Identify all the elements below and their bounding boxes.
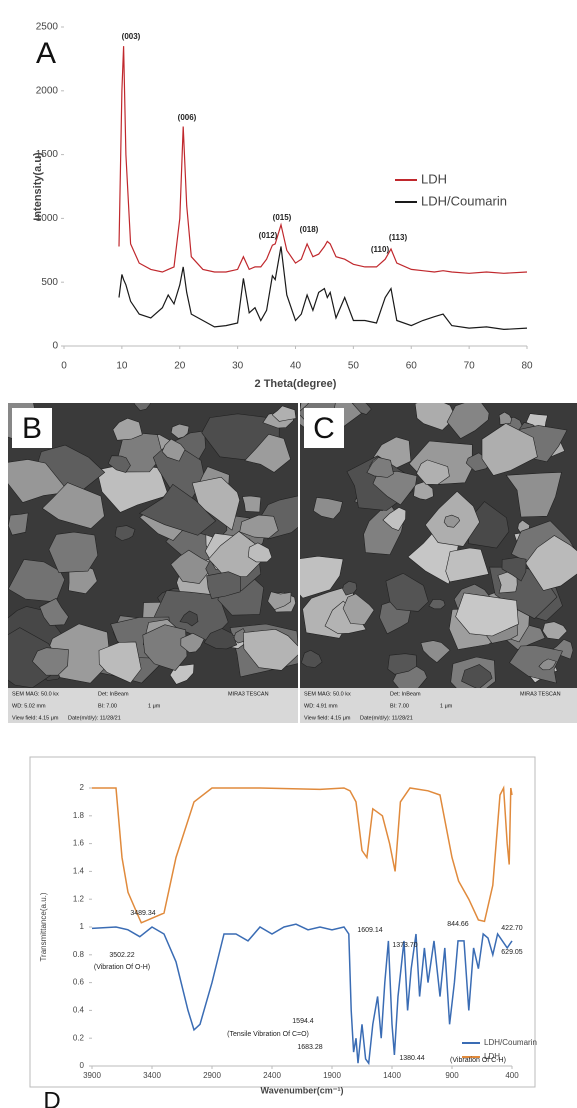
sem-info: Det: InBeam xyxy=(390,691,421,697)
annotation: (110) xyxy=(371,245,390,254)
sem-flake xyxy=(8,513,28,535)
x-tick-label: 60 xyxy=(406,361,418,372)
annotation: (006) xyxy=(178,113,197,122)
x-tick-label: 70 xyxy=(464,361,476,372)
sem-info: Det: InBeam xyxy=(98,691,129,697)
x-tick-label: 900 xyxy=(445,1071,459,1080)
y-tick-label: 2 xyxy=(80,783,85,792)
annotation: 3489.34 xyxy=(130,910,155,917)
annotation: 1594.4 xyxy=(292,1018,314,1025)
x-tick-label: 40 xyxy=(290,361,302,372)
sem-info: WD: 4.91 mm xyxy=(304,703,338,709)
x-tick-label: 400 xyxy=(505,1071,519,1080)
y-axis-label: Intensity(a.u) xyxy=(32,152,44,221)
y-tick-label: 0.8 xyxy=(73,950,85,959)
x-tick-label: 50 xyxy=(348,361,360,372)
legend-label: LDH xyxy=(421,171,447,186)
y-tick-label: 0 xyxy=(80,1061,85,1070)
y-tick-label: 0 xyxy=(52,341,58,352)
sem-info: Date(m/d/y): 11/28/21 xyxy=(68,715,121,721)
x-tick-label: 80 xyxy=(521,361,533,372)
series-line xyxy=(119,46,527,273)
sem-info: BI: 7.00 xyxy=(390,703,409,709)
sem-info: SEM MAG: 50.0 kx xyxy=(12,691,59,697)
x-tick-label: 10 xyxy=(116,361,128,372)
annotation: 1609.14 xyxy=(357,927,382,934)
sem-info: 1 μm xyxy=(440,703,453,709)
y-tick-label: 2500 xyxy=(36,22,59,33)
x-tick-label: 3400 xyxy=(143,1071,161,1080)
y-tick-label: 1.4 xyxy=(73,867,85,876)
y-tick-label: 1.2 xyxy=(73,894,85,903)
annotation: 422.70 xyxy=(501,925,523,932)
legend-label: LDH/Coumarin xyxy=(484,1038,537,1047)
x-tick-label: 20 xyxy=(174,361,186,372)
y-tick-label: 1 xyxy=(80,922,85,931)
sem-image: B SEM MAG: 50.0 kx Det: InBeam MIRA3 TESCAN… xyxy=(0,394,308,723)
x-tick-label: 0 xyxy=(61,361,67,372)
sem-flake xyxy=(242,496,261,512)
x-tick-label: 1400 xyxy=(383,1071,401,1080)
series-line xyxy=(119,247,527,330)
sem-info: WD: 5.02 mm xyxy=(12,703,46,709)
annotation: 3502.22 xyxy=(109,952,134,959)
y-tick-label: 0.6 xyxy=(73,978,85,987)
figure: 01020304050607080050010001500200025002 T… xyxy=(0,0,577,1108)
annotation: 1380.44 xyxy=(399,1055,424,1062)
x-axis-label: 2 Theta(degree) xyxy=(255,378,337,390)
panel-label: A xyxy=(36,37,56,70)
sem-info: View field: 4.15 μm xyxy=(304,715,351,721)
annotation: 1373.70 xyxy=(392,942,417,949)
annotation: 629.05 xyxy=(501,949,523,956)
annotation: (015) xyxy=(273,213,292,222)
sem-info: View field: 4.15 μm xyxy=(12,715,59,721)
series-line xyxy=(92,788,512,923)
annotation: (Tensile Vibration Of C=O) xyxy=(227,1031,309,1038)
sem-info: BI: 7.00 xyxy=(98,703,117,709)
x-tick-label: 1900 xyxy=(323,1071,341,1080)
sem-image: C SEM MAG: 50.0 kx Det: InBeam MIRA3 TESCAN… xyxy=(284,381,577,723)
y-tick-label: 2000 xyxy=(36,85,59,96)
legend-label: LDH/Coumarin xyxy=(421,193,507,208)
sem-panel-label: C xyxy=(313,412,335,445)
y-tick-label: 1.8 xyxy=(73,811,85,820)
x-tick-label: 2400 xyxy=(263,1071,281,1080)
sem-panel-label: B xyxy=(22,412,42,445)
y-tick-label: 1.6 xyxy=(73,839,85,848)
annotation: (012) xyxy=(259,231,278,240)
x-tick-label: 2900 xyxy=(203,1071,221,1080)
y-tick-label: 0.2 xyxy=(73,1033,85,1042)
annotation: 844.66 xyxy=(447,921,469,928)
annotation: (003) xyxy=(122,32,141,41)
annotation: (018) xyxy=(300,225,319,234)
x-axis-label: Wavenumber(cm⁻¹) xyxy=(261,1085,344,1095)
x-tick-label: 30 xyxy=(232,361,244,372)
annotation: (113) xyxy=(389,233,408,242)
y-axis-label: Transmittance(a.u.) xyxy=(39,892,48,961)
annotation: 1683.28 xyxy=(297,1044,322,1051)
annotation: (Vibration Of C-H) xyxy=(450,1057,506,1064)
y-tick-label: 0.4 xyxy=(73,1006,85,1015)
sem-info: Date(m/d/y): 11/28/21 xyxy=(360,715,413,721)
sem-info: SEM MAG: 50.0 kx xyxy=(304,691,351,697)
x-tick-label: 3900 xyxy=(83,1071,101,1080)
sem-info: MIRA3 TESCAN xyxy=(228,691,269,697)
panel-label: D xyxy=(43,1087,60,1108)
annotation: (Vibration Of O-H) xyxy=(94,964,150,971)
series-line xyxy=(92,924,512,1063)
sem-flake xyxy=(49,532,98,573)
y-tick-label: 500 xyxy=(41,277,58,288)
sem-info: 1 μm xyxy=(148,703,161,709)
sem-info: MIRA3 TESCAN xyxy=(520,691,561,697)
